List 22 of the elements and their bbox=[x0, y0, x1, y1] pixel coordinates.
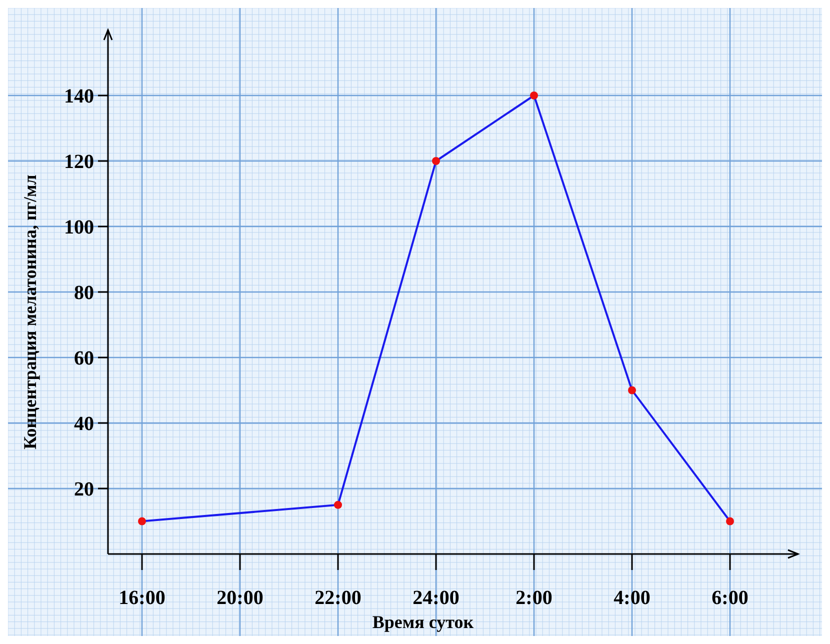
x-tick-label: 16:00 bbox=[118, 587, 166, 609]
y-tick-label: 140 bbox=[64, 86, 94, 108]
y-tick-label: 20 bbox=[74, 478, 94, 500]
point bbox=[530, 92, 538, 100]
y-tick-label: 80 bbox=[74, 282, 94, 304]
y-axis-title: Концентрация мелатонина, пг/мл bbox=[20, 174, 40, 450]
point bbox=[138, 517, 146, 526]
point bbox=[432, 157, 440, 165]
y-tick-label: 120 bbox=[64, 151, 94, 173]
x-tick-label: 2:00 bbox=[516, 587, 552, 609]
y-tick-label: 60 bbox=[74, 348, 94, 370]
x-axis-title: Время суток bbox=[372, 612, 474, 632]
x-tick-label: 22:00 bbox=[314, 587, 362, 609]
point bbox=[726, 517, 734, 526]
point bbox=[334, 500, 342, 509]
x-tick-label: 6:00 bbox=[712, 587, 748, 609]
x-tick-label: 20:00 bbox=[216, 587, 264, 609]
y-tick-label: 40 bbox=[74, 413, 94, 435]
point bbox=[628, 386, 636, 394]
x-tick-label: 24:00 bbox=[412, 587, 460, 609]
x-tick-label: 4:00 bbox=[614, 587, 650, 609]
y-tick-label: 100 bbox=[64, 216, 94, 238]
